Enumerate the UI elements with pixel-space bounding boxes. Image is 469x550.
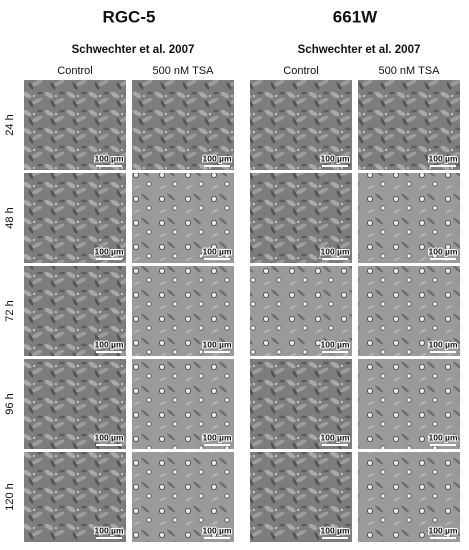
micrograph — [24, 80, 126, 170]
scale-label: 100 µm — [429, 246, 458, 256]
micrograph — [250, 359, 352, 449]
scale-label: 100 µm — [95, 246, 124, 256]
micrograph — [358, 452, 460, 542]
column-label: 500 nM TSA — [153, 65, 215, 77]
micrograph — [24, 452, 126, 542]
scale-label: 100 µm — [95, 432, 124, 442]
micrograph — [24, 359, 126, 449]
column-label: Control — [57, 65, 92, 77]
scale-label: 100 µm — [321, 525, 350, 535]
scale-label: 100 µm — [429, 153, 458, 163]
micrograph — [358, 173, 460, 263]
row-label: 120 h — [4, 483, 16, 511]
micrograph — [132, 452, 234, 542]
micrograph — [250, 173, 352, 263]
scale-label: 100 µm — [321, 246, 350, 256]
micrograph — [24, 173, 126, 263]
micrograph — [132, 266, 234, 356]
scale-label: 100 µm — [203, 339, 232, 349]
micrograph — [132, 80, 234, 170]
micrograph — [358, 80, 460, 170]
scale-label: 100 µm — [203, 525, 232, 535]
micrograph — [24, 266, 126, 356]
scale-label: 100 µm — [429, 432, 458, 442]
group-title: RGC-5 — [103, 7, 156, 26]
scale-label: 100 µm — [321, 153, 350, 163]
micrograph — [250, 80, 352, 170]
scale-label: 100 µm — [95, 153, 124, 163]
group-subtitle: Schwechter et al. 2007 — [72, 44, 195, 56]
scale-label: 100 µm — [321, 339, 350, 349]
scale-label: 100 µm — [203, 246, 232, 256]
micrograph — [358, 266, 460, 356]
scale-label: 100 µm — [95, 339, 124, 349]
micrograph — [132, 359, 234, 449]
scale-label: 100 µm — [203, 432, 232, 442]
micrograph — [132, 173, 234, 263]
column-label: Control — [283, 65, 318, 77]
scale-label: 100 µm — [429, 339, 458, 349]
column-label: 500 nM TSA — [379, 65, 441, 77]
row-label: 48 h — [4, 207, 16, 228]
scale-label: 100 µm — [95, 525, 124, 535]
scale-label: 100 µm — [321, 432, 350, 442]
micrograph — [358, 359, 460, 449]
micrograph — [250, 266, 352, 356]
scale-label: 100 µm — [429, 525, 458, 535]
micrograph — [250, 452, 352, 542]
group-title: 661W — [333, 7, 378, 26]
group-subtitle: Schwechter et al. 2007 — [298, 44, 421, 56]
row-label: 72 h — [4, 300, 16, 321]
row-label: 96 h — [4, 393, 16, 414]
scale-label: 100 µm — [203, 153, 232, 163]
row-label: 24 h — [4, 114, 16, 135]
